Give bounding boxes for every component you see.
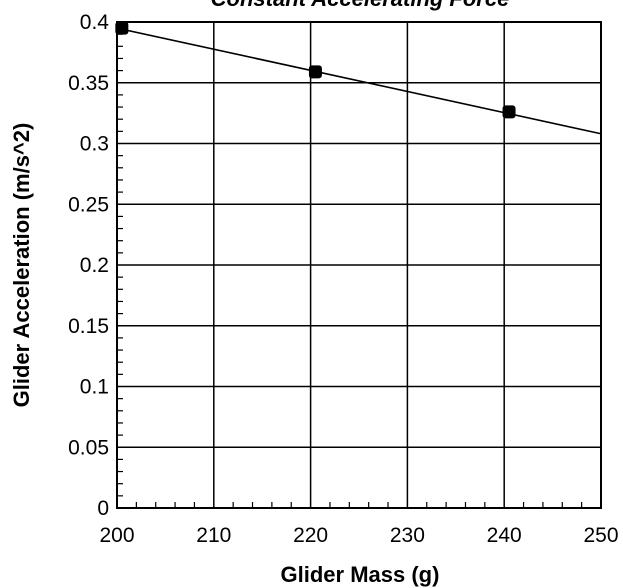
y-tick-labels: 0 0.05 0.1 0.15 0.2 0.25 0.3 0.35 0.4 xyxy=(68,11,109,520)
x-axis-title: Glider Mass (g) xyxy=(281,562,440,587)
y-tick-label: 0.35 xyxy=(68,72,109,95)
x-tick-label: 210 xyxy=(196,524,231,547)
grid xyxy=(116,21,602,509)
y-tick-label: 0.4 xyxy=(80,11,110,34)
chart-title: Constant Accelerating Force xyxy=(211,0,510,11)
y-axis-title: Glider Acceleration (m/s^2) xyxy=(9,123,34,408)
data-points xyxy=(115,21,516,119)
x-tick-labels: 200 210 220 230 240 250 xyxy=(99,524,618,547)
data-point xyxy=(115,21,129,35)
y-tick-label: 0 xyxy=(97,497,109,520)
fit-line-layer xyxy=(116,27,602,135)
y-tick-label: 0.3 xyxy=(80,133,109,156)
data-point xyxy=(502,105,516,119)
y-tick-label: 0.05 xyxy=(68,436,109,459)
data-point xyxy=(308,65,322,79)
minor-ticks xyxy=(117,33,583,508)
y-tick-label: 0.1 xyxy=(80,376,109,399)
plot-frame xyxy=(116,21,602,509)
x-tick-label: 220 xyxy=(293,524,328,547)
y-tick-label: 0.2 xyxy=(80,254,109,277)
y-tick-label: 0.25 xyxy=(68,193,109,216)
x-tick-label: 250 xyxy=(583,524,618,547)
fit-line xyxy=(116,27,602,135)
x-tick-label: 200 xyxy=(99,524,134,547)
x-tick-label: 240 xyxy=(487,524,522,547)
x-tick-label: 230 xyxy=(390,524,425,547)
y-tick-label: 0.15 xyxy=(68,315,109,338)
